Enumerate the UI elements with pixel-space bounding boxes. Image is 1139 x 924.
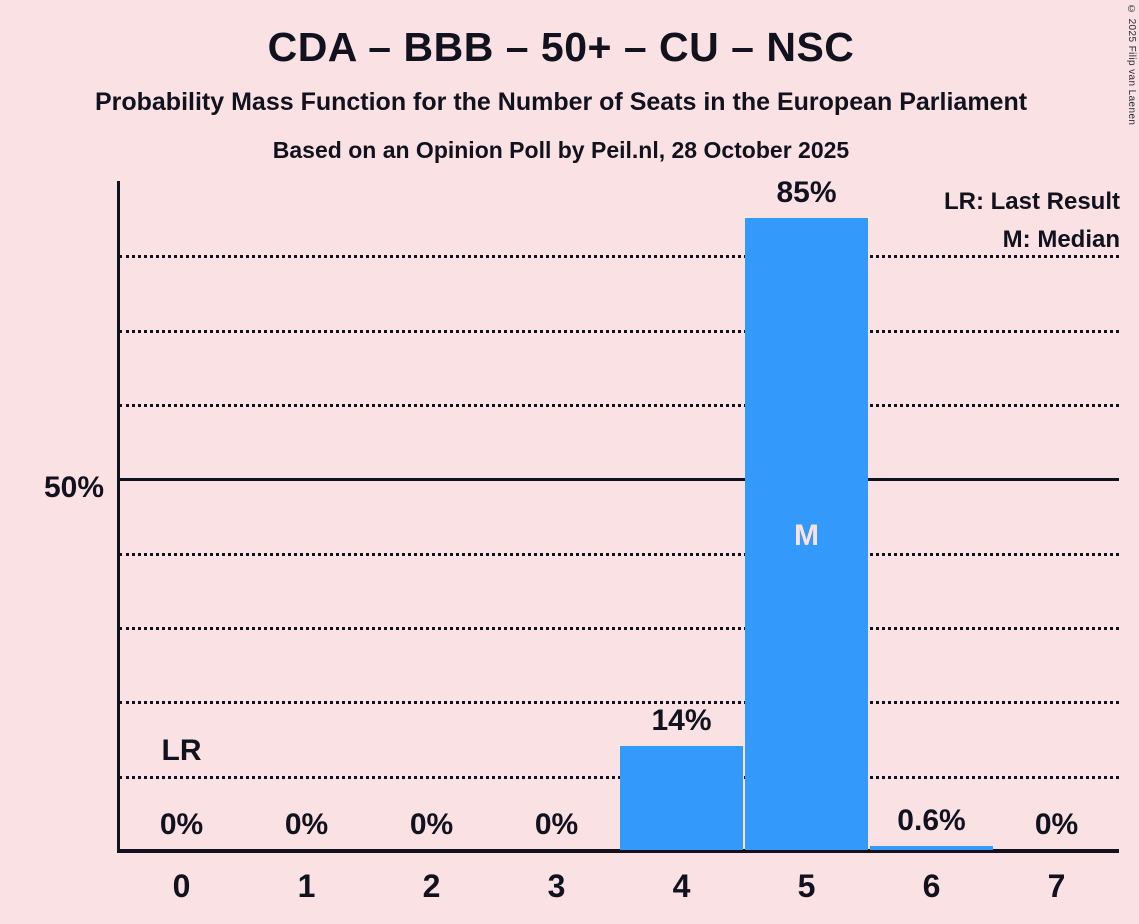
gridline-60 — [119, 404, 1119, 407]
last-result-marker: LR — [161, 734, 202, 767]
y-axis-line — [117, 181, 120, 852]
legend-item-median: M: Median — [1002, 226, 1120, 253]
bar-seats-6 — [870, 845, 993, 850]
bar-seats-4 — [620, 745, 743, 850]
x-axis-tick-4: 4 — [672, 868, 691, 904]
chart-source-note: Based on an Opinion Poll by Peil.nl, 28 … — [272, 137, 850, 163]
value-label-seats-3: 0% — [534, 808, 579, 841]
gridline-30 — [119, 627, 1119, 630]
value-label-seats-6: 0.6% — [897, 803, 966, 837]
value-label-seats-5: 85% — [776, 176, 837, 210]
x-axis-tick-3: 3 — [547, 868, 566, 904]
gridline-40 — [119, 552, 1119, 556]
x-axis-tick-1: 1 — [297, 868, 316, 904]
legend-item-last-result: LR: Last Result — [943, 188, 1120, 215]
x-axis-tick-7: 7 — [1047, 868, 1066, 904]
chart-subtitle: Probability Mass Function for the Number… — [94, 88, 1028, 116]
plot-area — [119, 181, 1119, 850]
gridline-10 — [119, 775, 1119, 779]
copyright-notice: © 2025 Filip van Laenen — [1126, 4, 1137, 126]
x-axis-tick-6: 6 — [922, 868, 941, 904]
bar-seats-5 — [745, 218, 868, 850]
value-label-seats-0: 0% — [159, 808, 204, 841]
x-axis-tick-0: 0 — [172, 868, 191, 904]
y-axis-tick-label-50: 50% — [43, 471, 104, 504]
value-label-seats-7: 0% — [1034, 808, 1079, 841]
page-title: CDA – BBB – 50+ – CU – NSC — [267, 24, 855, 70]
value-label-seats-2: 0% — [409, 808, 454, 841]
gridline-50 — [119, 478, 1119, 482]
chart-legend: LR: Last Result M: Median — [944, 183, 1120, 259]
median-marker: M — [794, 519, 819, 552]
value-label-seats-4: 14% — [651, 703, 712, 737]
x-axis-tick-2: 2 — [422, 868, 441, 904]
x-axis-line — [117, 849, 1119, 853]
value-label-seats-1: 0% — [284, 808, 329, 841]
x-axis-tick-5: 5 — [797, 868, 816, 904]
gridline-70 — [119, 329, 1119, 333]
gridline-80 — [119, 255, 1119, 259]
gridline-20 — [119, 701, 1119, 705]
